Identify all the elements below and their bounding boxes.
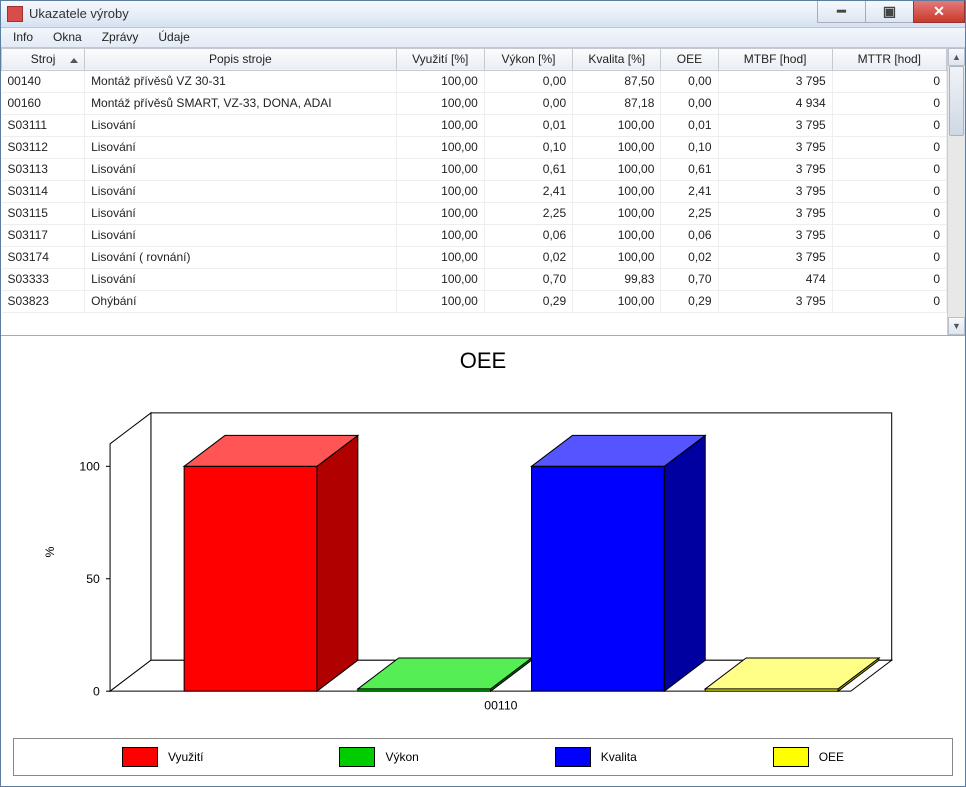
table-row[interactable]: S03112Lisování100,000,10100,000,103 7950 <box>2 136 947 158</box>
table-row[interactable]: S03333Lisování100,000,7099,830,704740 <box>2 268 947 290</box>
column-header[interactable]: MTBF [hod] <box>718 48 832 70</box>
table-row[interactable]: 00140Montáž přívěsů VZ 30-31100,000,0087… <box>2 70 947 92</box>
chart-legend: Využití Výkon Kvalita OEE <box>13 738 953 776</box>
column-header[interactable]: Stroj <box>2 48 85 70</box>
legend-swatch <box>773 747 809 767</box>
legend-label: OEE <box>819 750 844 764</box>
svg-text:0: 0 <box>93 684 100 698</box>
app-icon <box>7 6 23 22</box>
legend-swatch <box>122 747 158 767</box>
svg-text:100: 100 <box>79 459 100 473</box>
column-header[interactable]: Využití [%] <box>396 48 484 70</box>
legend-item: OEE <box>773 747 844 767</box>
scroll-down-icon[interactable]: ▼ <box>948 317 965 335</box>
chart-panel: OEE 0 50 100% 00110 Využití Výkon Kvalita OEE <box>1 336 965 786</box>
table-row[interactable]: S03115Lisování100,002,25100,002,253 7950 <box>2 202 947 224</box>
menu-info[interactable]: Info <box>5 28 41 46</box>
legend-swatch <box>339 747 375 767</box>
menubar: Info Okna Zprávy Údaje <box>1 28 965 48</box>
legend-item: Výkon <box>339 747 418 767</box>
menu-zpravy[interactable]: Zprávy <box>94 28 147 46</box>
column-header[interactable]: MTTR [hod] <box>832 48 946 70</box>
column-header[interactable]: Popis stroje <box>85 48 397 70</box>
chart-body: 0 50 100% 00110 <box>13 382 953 732</box>
legend-label: Výkon <box>385 750 418 764</box>
window-controls: ━ ▣ ✕ <box>817 1 965 27</box>
app-window: Ukazatele výroby ━ ▣ ✕ Info Okna Zprávy … <box>0 0 966 787</box>
legend-item: Využití <box>122 747 204 767</box>
legend-item: Kvalita <box>555 747 637 767</box>
svg-text:%: % <box>43 546 57 557</box>
scroll-thumb[interactable] <box>949 66 964 136</box>
svg-text:50: 50 <box>86 571 100 585</box>
svg-text:00110: 00110 <box>484 698 517 712</box>
menu-udaje[interactable]: Údaje <box>150 28 197 46</box>
table-row[interactable]: S03823Ohýbání100,000,29100,000,293 7950 <box>2 290 947 312</box>
chart-title: OEE <box>13 348 953 374</box>
vertical-scrollbar[interactable]: ▲ ▼ <box>947 48 965 335</box>
legend-label: Využití <box>168 750 204 764</box>
maximize-button[interactable]: ▣ <box>865 1 913 23</box>
table-row[interactable]: S03114Lisování100,002,41100,002,413 7950 <box>2 180 947 202</box>
column-header[interactable]: Kvalita [%] <box>573 48 661 70</box>
table-row[interactable]: S03111Lisování100,000,01100,000,013 7950 <box>2 114 947 136</box>
window-title: Ukazatele výroby <box>29 6 817 21</box>
column-header[interactable]: Výkon [%] <box>484 48 572 70</box>
minimize-button[interactable]: ━ <box>817 1 865 23</box>
table-row[interactable]: S03113Lisování100,000,61100,000,613 7950 <box>2 158 947 180</box>
content: StrojPopis strojeVyužití [%]Výkon [%]Kva… <box>1 48 965 786</box>
table-row[interactable]: 00160Montáž přívěsů SMART, VZ-33, DONA, … <box>2 92 947 114</box>
table-row[interactable]: S03174Lisování ( rovnání)100,000,02100,0… <box>2 246 947 268</box>
table-row[interactable]: S03117Lisování100,000,06100,000,063 7950 <box>2 224 947 246</box>
scroll-up-icon[interactable]: ▲ <box>948 48 965 66</box>
titlebar[interactable]: Ukazatele výroby ━ ▣ ✕ <box>1 1 965 28</box>
menu-okna[interactable]: Okna <box>45 28 90 46</box>
legend-label: Kvalita <box>601 750 637 764</box>
close-button[interactable]: ✕ <box>913 1 965 23</box>
oee-chart: 0 50 100% 00110 <box>13 382 953 732</box>
data-table: StrojPopis strojeVyužití [%]Výkon [%]Kva… <box>1 48 947 313</box>
legend-swatch <box>555 747 591 767</box>
column-header[interactable]: OEE <box>661 48 718 70</box>
table-area: StrojPopis strojeVyužití [%]Výkon [%]Kva… <box>1 48 965 336</box>
